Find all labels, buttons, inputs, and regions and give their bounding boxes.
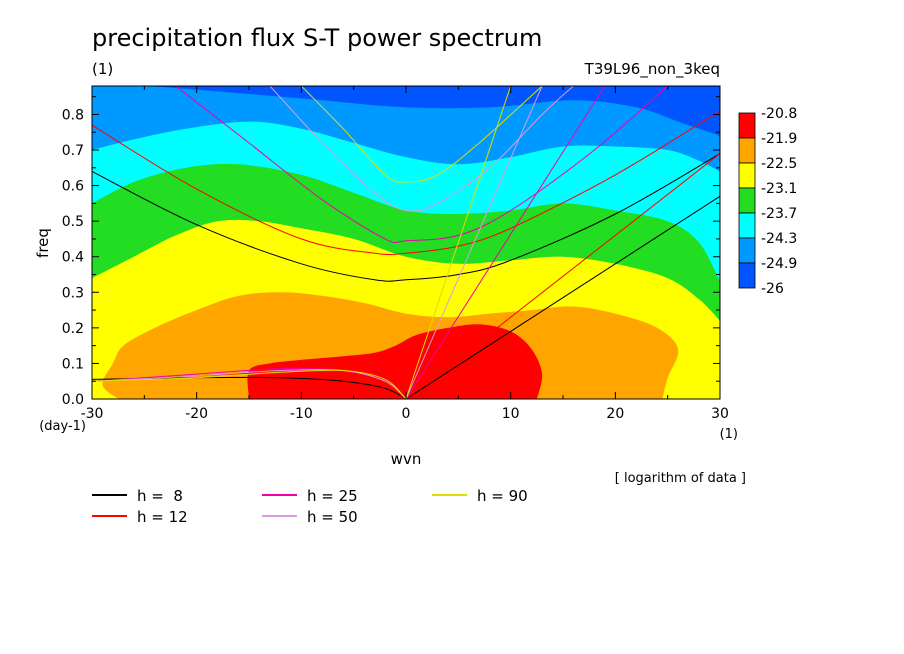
x-tick-label: -20 xyxy=(185,406,208,422)
colorbar-swatch xyxy=(738,212,756,239)
colorbar-label: -26 xyxy=(761,281,784,297)
y-tick-label: 0.7 xyxy=(62,143,84,159)
inertia-gravity-curve-h8 xyxy=(92,153,720,282)
colorbar-swatch xyxy=(738,112,756,139)
x-axis-label: wvn xyxy=(391,450,422,468)
chart-subtitle-right: T39L96_non_3keq xyxy=(584,60,720,79)
plot-area xyxy=(92,86,720,399)
filled-contours xyxy=(92,86,720,399)
x-axis-unit: (1) xyxy=(720,427,738,442)
colorbar-label: -21.9 xyxy=(761,131,797,147)
kelvin-curve-h25 xyxy=(405,86,606,399)
x-tick-label: -30 xyxy=(81,406,104,422)
chart-title: precipitation flux S-T power spectrum xyxy=(92,24,542,52)
legend-label: h = 50 xyxy=(307,508,358,526)
y-axis-unit: (day-1) xyxy=(39,419,86,434)
legend-label: h = 25 xyxy=(307,487,358,505)
colorbar-swatch xyxy=(738,262,756,289)
dispersion-curves xyxy=(92,86,720,399)
kelvin-curve-h90 xyxy=(405,86,512,399)
colorbar-label: -23.1 xyxy=(761,181,797,197)
inertia-gravity-curve-h25 xyxy=(175,86,669,244)
y-axis: 0.0 0.1 0.2 0.3 0.4 0.5 0.6 0.7 0.8 xyxy=(62,96,720,408)
colorbar-label: -20.8 xyxy=(761,106,797,122)
mrg-curve-h50 xyxy=(92,369,407,399)
inertia-gravity-curve-h12 xyxy=(92,110,720,256)
colorbar-swatch xyxy=(738,187,756,214)
colorbar-label: -22.5 xyxy=(761,156,797,172)
y-tick-label: 0.0 xyxy=(62,392,84,408)
x-tick-label: 30 xyxy=(711,406,729,422)
legend-label: h = 90 xyxy=(477,487,528,505)
colorbar-label: -24.9 xyxy=(761,256,797,272)
x-axis: -30 -20 -10 0 10 20 30 xyxy=(81,86,729,422)
colorbar-swatch xyxy=(738,162,756,189)
x-tick-label: 10 xyxy=(502,406,520,422)
inertia-gravity-curve-h90 xyxy=(300,86,543,183)
chart-subtitle-left: (1) xyxy=(92,60,113,78)
mrg-curve-h90 xyxy=(92,369,407,399)
kelvin-curve-h12 xyxy=(405,153,720,399)
colorbar-label: -24.3 xyxy=(761,231,797,247)
colorbar-label: -23.7 xyxy=(761,206,797,222)
colorbar: -20.8 -21.9 -22.5 -23.1 -23.7 -24.3 -24.9 -26 xyxy=(738,106,797,297)
kelvin-curve-h8 xyxy=(405,195,720,399)
legend-label: h = 12 xyxy=(137,508,188,526)
colorbar-swatch xyxy=(738,137,756,164)
y-tick-label: 0.8 xyxy=(62,107,84,123)
y-tick-label: 0.1 xyxy=(62,356,84,372)
y-axis-label: freq xyxy=(34,228,52,258)
colorbar-swatch xyxy=(738,237,756,264)
y-tick-label: 0.4 xyxy=(62,250,84,266)
y-tick-label: 0.2 xyxy=(62,321,84,337)
legend-label: h = 8 xyxy=(137,487,183,505)
x-tick-label: 0 xyxy=(402,406,411,422)
legend: h = 8 h = 12 h = 25 h = 50 h = 90 xyxy=(92,487,528,526)
y-tick-label: 0.5 xyxy=(62,214,84,230)
x-tick-label: 20 xyxy=(606,406,624,422)
x-tick-label: -10 xyxy=(290,406,313,422)
y-tick-label: 0.3 xyxy=(62,285,84,301)
inertia-gravity-curve-h50 xyxy=(269,86,574,212)
mrg-curve-h8 xyxy=(92,376,407,399)
y-tick-label: 0.6 xyxy=(62,179,84,195)
data-note: [ logarithm of data ] xyxy=(615,471,746,486)
region-21.9 xyxy=(247,324,543,399)
